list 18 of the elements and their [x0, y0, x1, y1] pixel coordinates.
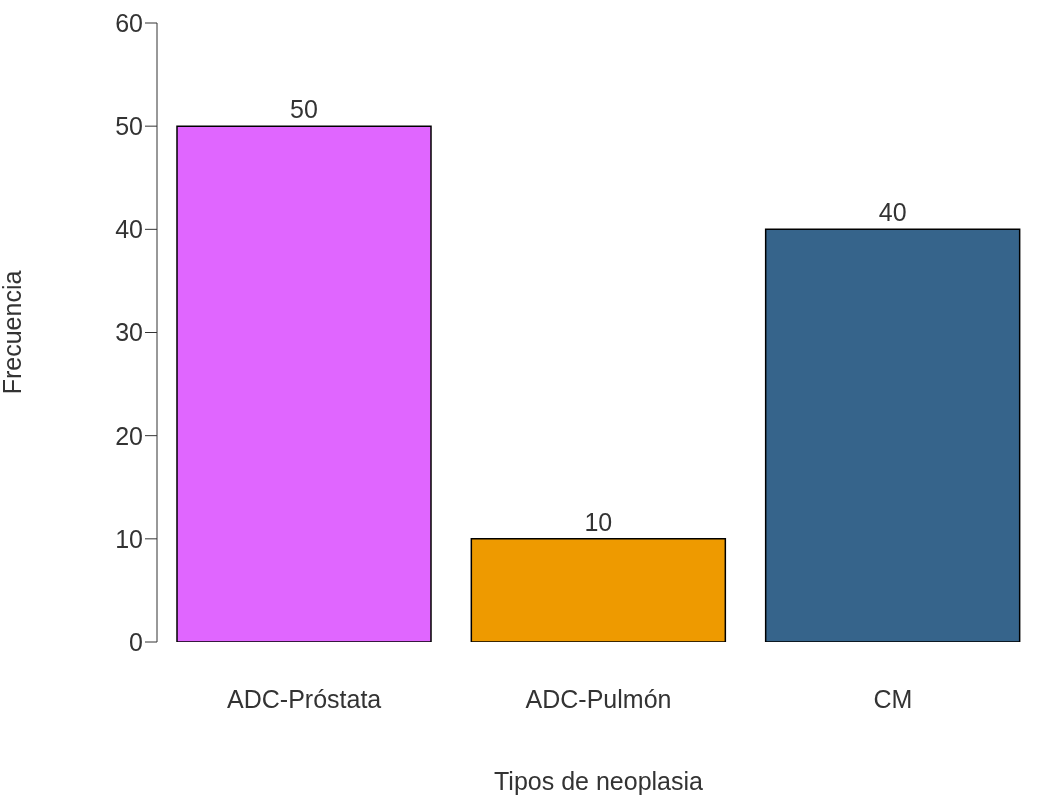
y-tick-label: 50: [115, 112, 143, 141]
y-tick-label: 10: [115, 524, 143, 553]
x-tick-label: ADC-Próstata: [227, 684, 382, 713]
y-tick-label: 20: [115, 421, 143, 450]
data-label: 10: [584, 507, 613, 536]
y-tick-label: 60: [115, 8, 143, 37]
y-tick-label: 0: [129, 627, 143, 656]
y-tick-label: 30: [115, 318, 143, 347]
data-label: 40: [878, 198, 907, 227]
bar: [764, 228, 1021, 642]
x-axis-title: Tipos de neoplasia: [494, 767, 704, 795]
x-tick-label: ADC-Pulmón: [525, 684, 672, 713]
y-axis-title: Frecuencia: [0, 270, 26, 395]
x-tick-label: CM: [873, 684, 913, 713]
data-label: 50: [290, 95, 318, 124]
bar: [176, 125, 432, 642]
y-tick-label: 40: [115, 215, 143, 244]
bar: [470, 538, 727, 642]
